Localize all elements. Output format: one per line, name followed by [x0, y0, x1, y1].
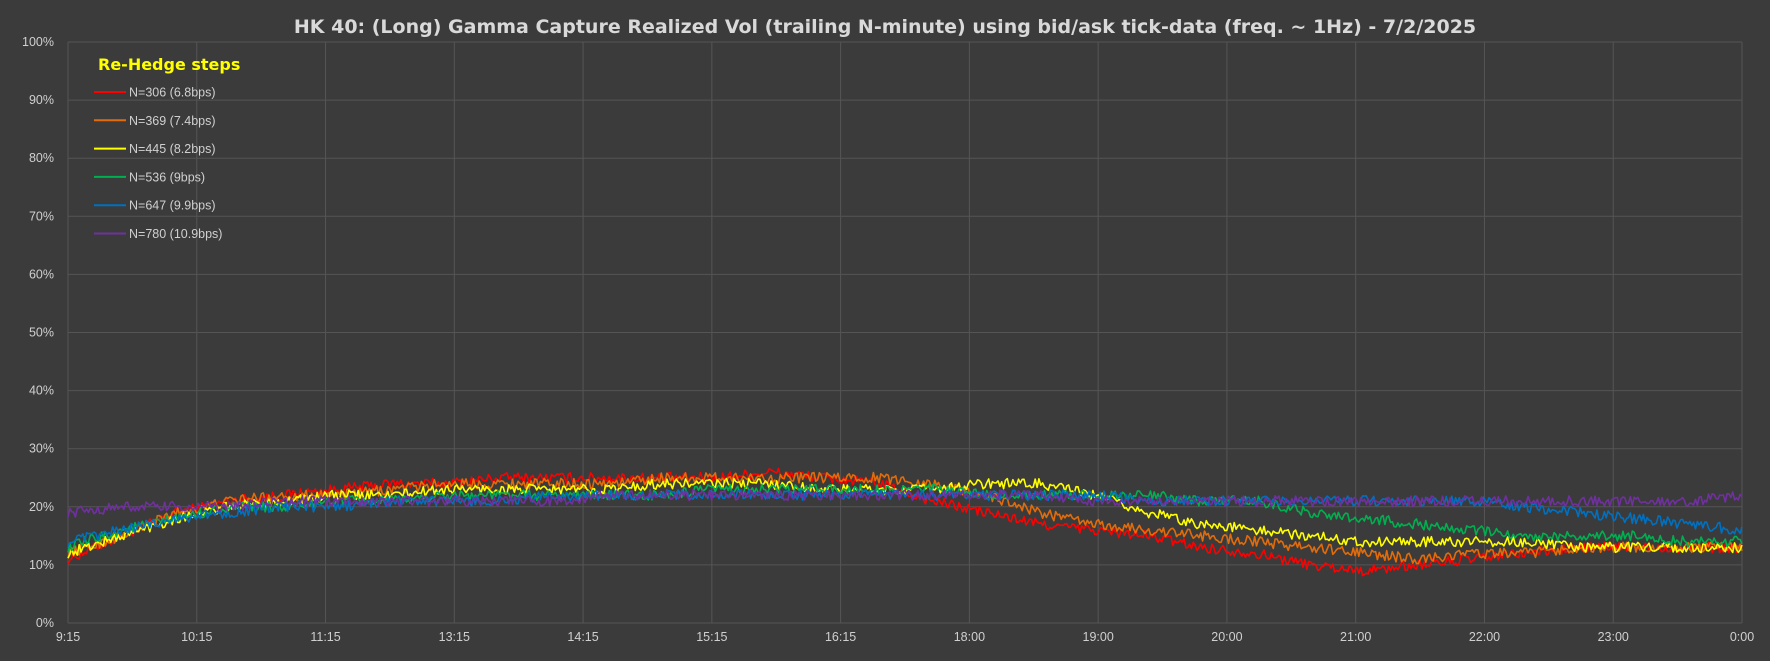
series-line	[67, 471, 1743, 565]
x-tick-label: 0:00	[1730, 630, 1754, 644]
x-tick-label: 18:00	[954, 630, 985, 644]
legend: Re-Hedge steps N=306 (6.8bps) N=369 (7.4b…	[94, 55, 240, 241]
series-line	[67, 477, 1743, 559]
x-tick-label: 9:15	[56, 630, 80, 644]
series-line	[67, 467, 1743, 577]
x-tick-label: 15:15	[696, 630, 727, 644]
x-tick-label: 14:15	[567, 630, 598, 644]
series-line	[67, 483, 1743, 553]
y-tick-label: 60%	[29, 267, 54, 281]
legend-entry: N=445 (8.2bps)	[129, 142, 216, 156]
x-tick-label: 16:15	[825, 630, 856, 644]
y-tick-label: 10%	[29, 558, 54, 572]
x-tick-label: 20:00	[1211, 630, 1242, 644]
legend-entry: N=306 (6.8bps)	[129, 86, 216, 100]
legend-entry: N=536 (9bps)	[129, 170, 205, 184]
y-tick-label: 30%	[29, 442, 54, 456]
y-tick-label: 90%	[29, 93, 54, 107]
x-tick-label: 23:00	[1598, 630, 1629, 644]
legend-entry: N=369 (7.4bps)	[129, 114, 216, 128]
y-tick-label: 100%	[22, 35, 54, 49]
y-tick-label: 0%	[36, 616, 54, 630]
legend-entry: N=647 (9.9bps)	[129, 199, 216, 213]
y-tick-label: 40%	[29, 384, 54, 398]
chart-title: HK 40: (Long) Gamma Capture Realized Vol…	[294, 16, 1476, 38]
y-tick-label: 20%	[29, 500, 54, 514]
y-tick-label: 50%	[29, 326, 54, 340]
series-line	[67, 489, 1743, 518]
x-tick-label: 10:15	[181, 630, 212, 644]
x-tick-label: 19:00	[1083, 630, 1114, 644]
x-tick-label: 13:15	[439, 630, 470, 644]
y-tick-label: 80%	[29, 151, 54, 165]
axis-labels: 0% 10% 20% 30% 40% 50% 60% 70% 80% 90% 100% 9:15 10:…	[22, 35, 1754, 644]
legend-entry: N=780 (10.9bps)	[129, 227, 222, 241]
gridlines	[67, 41, 1743, 624]
x-tick-label: 21:00	[1340, 630, 1371, 644]
legend-title: Re-Hedge steps	[98, 55, 240, 74]
x-tick-label: 22:00	[1469, 630, 1500, 644]
series-lines	[67, 467, 1743, 577]
y-tick-label: 70%	[29, 209, 54, 223]
series-line	[67, 489, 1743, 547]
x-tick-label: 11:15	[310, 630, 340, 644]
